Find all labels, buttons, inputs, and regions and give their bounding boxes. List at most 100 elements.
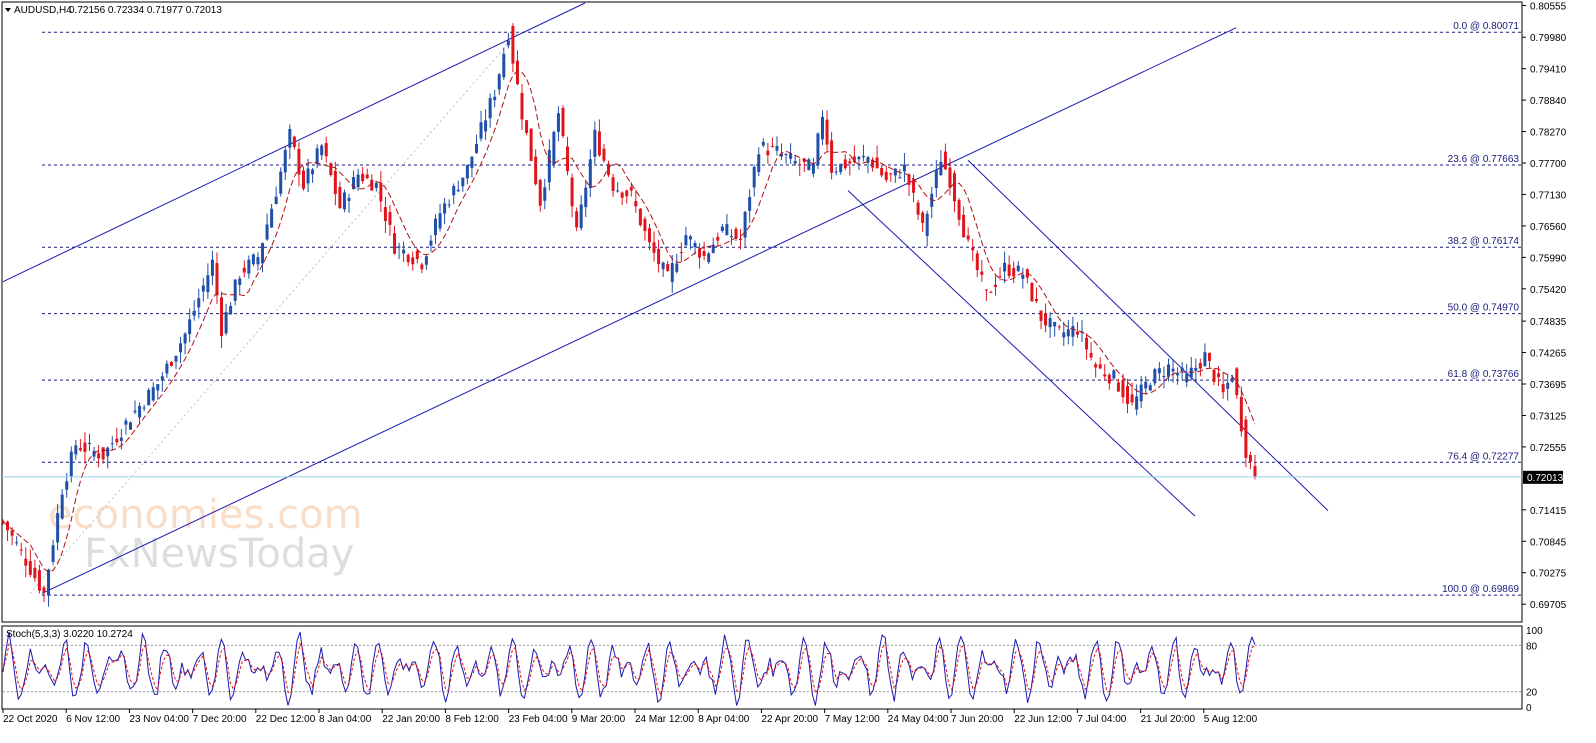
candle-up bbox=[1053, 321, 1057, 327]
candle-up bbox=[752, 166, 756, 188]
candle-up bbox=[174, 355, 178, 362]
candle-down bbox=[843, 159, 847, 169]
candle-up bbox=[247, 259, 251, 274]
candle-down bbox=[998, 276, 1002, 278]
candle-down bbox=[6, 521, 10, 531]
candle-up bbox=[183, 333, 187, 344]
candle-up bbox=[684, 235, 688, 246]
price-tick-label: 0.75420 bbox=[1530, 285, 1567, 296]
candle-up bbox=[452, 185, 456, 196]
candle-down bbox=[83, 442, 87, 452]
candle-up bbox=[775, 146, 779, 151]
candle-up bbox=[106, 447, 110, 457]
candle-up bbox=[133, 410, 137, 413]
fib-level-label: 38.2 @ 0.76174 bbox=[1448, 236, 1520, 247]
time-tick-label: 9 Mar 20:00 bbox=[572, 714, 626, 725]
candle-down bbox=[943, 151, 947, 170]
candle-up bbox=[579, 204, 583, 229]
candle-down bbox=[383, 207, 387, 221]
trendlines[interactable] bbox=[2, 2, 1329, 594]
time-axis[interactable]: 22 Oct 2020 6 Nov 12:00 23 Nov 04:00 7 Dec … bbox=[2, 709, 1258, 725]
price-tick-label: 0.80555 bbox=[1530, 1, 1567, 12]
price-tick-label: 0.78840 bbox=[1530, 96, 1567, 107]
candle-up bbox=[588, 159, 592, 188]
candle-up bbox=[488, 98, 492, 119]
price-tick-label: 0.75990 bbox=[1530, 253, 1567, 264]
candle-down bbox=[634, 201, 638, 207]
candle-up bbox=[311, 169, 315, 175]
candle-up bbox=[124, 420, 128, 425]
candle-up bbox=[593, 129, 597, 157]
candle-up bbox=[1112, 370, 1116, 379]
candle-up bbox=[693, 242, 697, 248]
candle-up bbox=[834, 171, 838, 173]
time-tick-label: 24 May 04:00 bbox=[888, 714, 949, 725]
candle-up bbox=[707, 253, 711, 263]
symbol-timeframe: AUDUSD,H4 bbox=[14, 5, 72, 16]
candle-up bbox=[816, 133, 820, 166]
candle-up bbox=[661, 262, 665, 270]
candle-down bbox=[953, 173, 957, 202]
candle-up bbox=[934, 169, 938, 189]
candle-down bbox=[361, 173, 365, 182]
candle-down bbox=[1253, 465, 1257, 477]
stoch-tick-label: 0 bbox=[1526, 703, 1532, 714]
candle-up bbox=[274, 196, 278, 205]
candle-down bbox=[948, 167, 952, 188]
candle-down bbox=[525, 120, 529, 133]
candle-up bbox=[780, 153, 784, 157]
time-tick-label: 7 Dec 20:00 bbox=[193, 714, 247, 725]
candle-up bbox=[206, 275, 210, 293]
candle-up bbox=[283, 149, 287, 173]
time-tick-label: 5 Aug 12:00 bbox=[1204, 714, 1258, 725]
candle-down bbox=[657, 248, 661, 265]
candle-down bbox=[957, 199, 961, 220]
stoch-tick-label: 80 bbox=[1526, 641, 1538, 652]
candle-down bbox=[989, 291, 993, 293]
candle-up bbox=[761, 141, 765, 146]
candle-down bbox=[101, 447, 105, 460]
candle-up bbox=[1016, 265, 1020, 272]
candle-down bbox=[220, 297, 224, 336]
fib-level-label: 0.0 @ 0.80071 bbox=[1453, 21, 1519, 32]
candle-down bbox=[1126, 385, 1130, 404]
candle-up bbox=[1185, 373, 1189, 383]
candle-up bbox=[811, 163, 815, 174]
candle-down bbox=[1057, 326, 1061, 328]
candle-up bbox=[1194, 367, 1198, 371]
moving-average bbox=[2, 70, 1256, 573]
candle-up bbox=[839, 163, 843, 173]
candle-up bbox=[898, 177, 902, 179]
candle-up bbox=[807, 159, 811, 171]
candle-down bbox=[975, 253, 979, 271]
candle-up bbox=[497, 74, 501, 90]
time-tick-label: 22 Jun 12:00 bbox=[1014, 714, 1072, 725]
candle-down bbox=[916, 202, 920, 215]
candle-down bbox=[993, 284, 997, 288]
price-tick-label: 0.77700 bbox=[1530, 159, 1567, 170]
candle-down bbox=[620, 192, 624, 198]
candle-down bbox=[607, 163, 611, 175]
current-price-label: 0.72013 bbox=[1527, 473, 1564, 484]
candle-up bbox=[470, 156, 474, 168]
candle-up bbox=[1157, 368, 1161, 374]
price-tick-label: 0.71415 bbox=[1530, 506, 1567, 517]
price-tick-label: 0.74265 bbox=[1530, 349, 1567, 360]
candle-up bbox=[197, 298, 201, 308]
candle-down bbox=[566, 146, 570, 172]
candle-up bbox=[939, 161, 943, 176]
candle-down bbox=[1244, 419, 1248, 458]
time-tick-label: 22 Dec 12:00 bbox=[256, 714, 316, 725]
candle-up bbox=[434, 218, 438, 236]
price-axis[interactable]: 0.80555 0.79980 0.79410 0.78840 0.78270 0.777… bbox=[1522, 1, 1567, 611]
candle-up bbox=[584, 187, 588, 208]
candle-up bbox=[1135, 396, 1139, 410]
candle-down bbox=[647, 228, 651, 243]
candle-up bbox=[729, 236, 733, 238]
time-tick-label: 21 Jul 20:00 bbox=[1141, 714, 1196, 725]
dropdown-arrow-icon[interactable] bbox=[5, 8, 11, 12]
candle-down bbox=[242, 267, 246, 273]
candle-down bbox=[10, 530, 14, 536]
candle-down bbox=[825, 119, 829, 145]
